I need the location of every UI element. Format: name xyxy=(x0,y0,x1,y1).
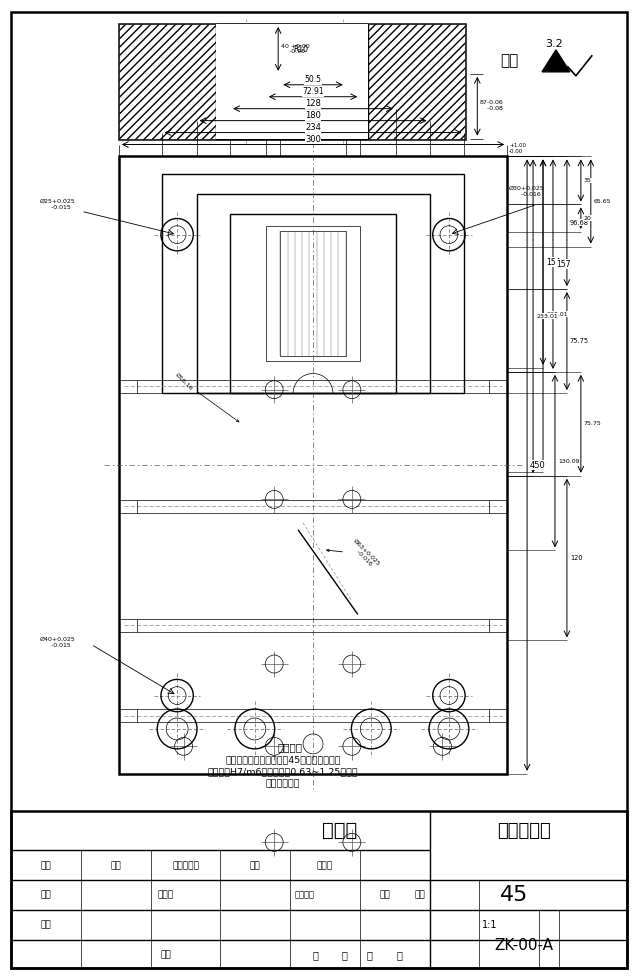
Text: 张: 张 xyxy=(397,950,403,960)
Bar xyxy=(119,24,465,138)
Text: 230.01: 230.01 xyxy=(546,312,568,317)
Text: Ø63+0.025
     -0.016: Ø63+0.025 -0.016 xyxy=(327,538,381,570)
Text: 理方式为回火: 理方式为回火 xyxy=(265,779,300,788)
Text: 标准化: 标准化 xyxy=(158,891,174,900)
Polygon shape xyxy=(542,50,570,72)
Text: 签字: 签字 xyxy=(250,860,261,870)
Text: 更改文件名: 更改文件名 xyxy=(172,860,199,870)
Text: 差配合为H7/m6，粗糙度为0.63~1.25，热处: 差配合为H7/m6，粗糙度为0.63~1.25，热处 xyxy=(208,767,359,776)
Text: 张: 张 xyxy=(342,950,348,960)
Text: Ø25+0.025
      -0.015: Ø25+0.025 -0.015 xyxy=(39,199,75,210)
Text: 75.75: 75.75 xyxy=(570,338,589,344)
Text: 157: 157 xyxy=(556,260,570,269)
Text: 300: 300 xyxy=(305,135,321,144)
Text: 技术要求: 技术要求 xyxy=(278,742,302,752)
Text: +1.00
-0.00: +1.00 -0.00 xyxy=(509,143,526,154)
Text: 阶段标记: 阶段标记 xyxy=(295,891,315,900)
Text: 234: 234 xyxy=(305,123,321,132)
Text: 其余: 其余 xyxy=(500,53,519,69)
Bar xyxy=(266,226,360,361)
Text: Ø16,16: Ø16,16 xyxy=(174,372,239,421)
Text: 87-0.06
    -0.08: 87-0.06 -0.08 xyxy=(479,100,503,111)
Bar xyxy=(280,231,346,356)
Text: 比例: 比例 xyxy=(414,891,425,900)
Text: 3.2: 3.2 xyxy=(545,39,563,49)
Text: Ø30+0.025
      -0.016: Ø30+0.025 -0.016 xyxy=(509,186,545,197)
Text: 20: 20 xyxy=(584,216,591,220)
Text: 72.91: 72.91 xyxy=(302,87,324,96)
Text: 154: 154 xyxy=(546,258,561,267)
Text: 数量: 数量 xyxy=(110,860,121,870)
Text: 120: 120 xyxy=(570,555,582,561)
Bar xyxy=(226,102,242,122)
Bar xyxy=(216,24,367,138)
Text: 450: 450 xyxy=(530,461,546,469)
Text: 交通大学理: 交通大学理 xyxy=(497,821,551,840)
Text: 设计: 设计 xyxy=(41,891,52,900)
Text: 96.68: 96.68 xyxy=(570,220,589,225)
Text: 动模板: 动模板 xyxy=(322,821,357,840)
Bar xyxy=(161,174,464,393)
Text: 75.75: 75.75 xyxy=(584,421,602,426)
Text: 50.5: 50.5 xyxy=(304,75,322,84)
Bar xyxy=(230,215,396,393)
Text: ZK-00-A: ZK-00-A xyxy=(494,938,554,953)
Text: Ø40+0.025
      -0.015: Ø40+0.025 -0.015 xyxy=(39,637,75,648)
Text: 35: 35 xyxy=(584,178,591,183)
Text: 审核: 审核 xyxy=(41,920,52,930)
Text: 233.01: 233.01 xyxy=(536,314,558,318)
Text: 共: 共 xyxy=(312,950,318,960)
Bar xyxy=(216,24,367,138)
Bar xyxy=(11,810,627,968)
Text: 批准: 批准 xyxy=(160,951,171,959)
Text: 130.09: 130.09 xyxy=(558,459,579,464)
Text: 标记: 标记 xyxy=(41,860,52,870)
Text: 年月日: 年月日 xyxy=(317,860,333,870)
Text: 45: 45 xyxy=(500,885,528,906)
Bar xyxy=(367,24,465,138)
Bar xyxy=(119,157,507,774)
Text: 128: 128 xyxy=(305,99,321,108)
Text: R10: R10 xyxy=(293,45,308,54)
Text: 40 +0.00
    -0.95: 40 +0.00 -0.95 xyxy=(281,43,310,54)
Text: 此零件为动模板，材料为45钢，和导套的公: 此零件为动模板，材料为45钢，和导套的公 xyxy=(225,756,341,764)
Bar xyxy=(119,24,216,138)
Text: 重量: 重量 xyxy=(380,891,390,900)
Bar xyxy=(197,194,429,393)
Text: 180: 180 xyxy=(305,111,321,121)
Text: 第: 第 xyxy=(367,950,373,960)
Text: 65.65: 65.65 xyxy=(594,199,611,204)
Text: 1:1: 1:1 xyxy=(482,920,497,930)
